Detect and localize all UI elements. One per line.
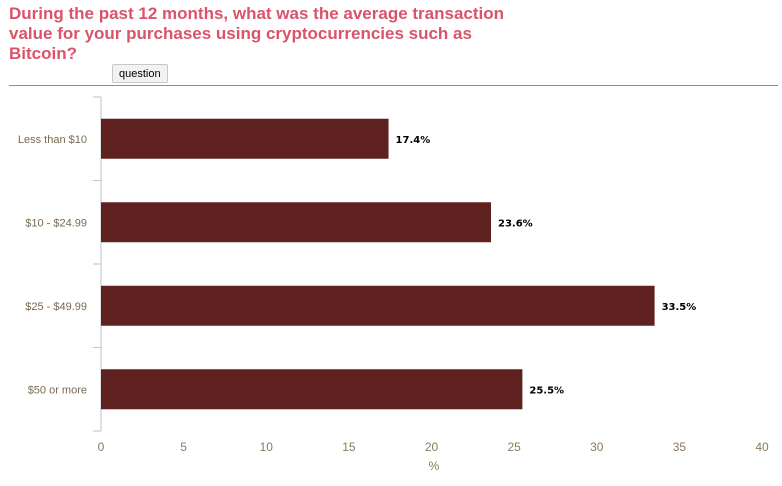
x-axis-title: % — [429, 459, 440, 473]
category-label-2: $10 - $24.99 — [25, 217, 87, 229]
category-label-4: $50 or more — [28, 384, 87, 396]
bar-4 — [101, 369, 523, 410]
bar-3 — [101, 285, 655, 326]
x-tick-label-25: 25 — [507, 440, 521, 454]
x-tick-label-0: 0 — [98, 440, 105, 454]
x-tick-label-20: 20 — [425, 440, 439, 454]
x-tick-label-10: 10 — [260, 440, 274, 454]
data-label-3: 33.5% — [662, 302, 697, 313]
bar-2 — [101, 202, 491, 243]
bar-1 — [101, 118, 389, 159]
x-tick-label-40: 40 — [755, 440, 769, 454]
title-divider — [9, 85, 778, 86]
data-label-2: 23.6% — [498, 218, 533, 229]
category-label-1: Less than $10 — [18, 134, 87, 146]
data-label-4: 25.5% — [529, 385, 564, 396]
x-tick-label-15: 15 — [342, 440, 356, 454]
category-label-3: $25 - $49.99 — [25, 301, 87, 313]
question-button[interactable]: question — [112, 64, 168, 83]
data-label-1: 17.4% — [396, 135, 431, 146]
x-tick-label-30: 30 — [590, 440, 604, 454]
x-tick-label-5: 5 — [180, 440, 187, 454]
chart-title: During the past 12 months, what was the … — [9, 4, 505, 63]
x-tick-label-35: 35 — [673, 440, 687, 454]
